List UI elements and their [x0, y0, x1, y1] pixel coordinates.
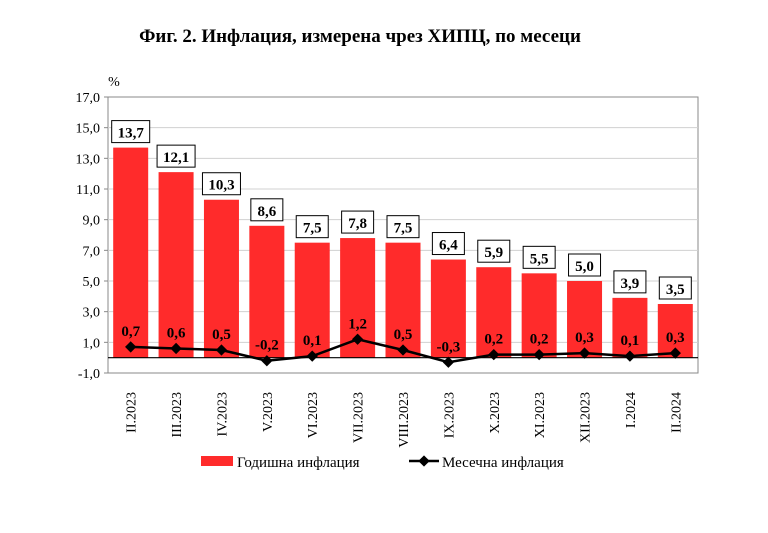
point-monthly — [624, 350, 636, 362]
bar-annual — [113, 147, 149, 358]
x-tick-label: X.2023 — [488, 392, 503, 434]
y-tick-label: 5,0 — [83, 275, 101, 290]
bar-label: 7,5 — [303, 221, 322, 237]
point-monthly — [261, 355, 273, 367]
bar-label-box — [477, 239, 511, 263]
x-tick-label: III.2023 — [170, 392, 185, 438]
point-label: 0,6 — [167, 325, 186, 341]
bar-annual — [521, 273, 557, 358]
x-tick-label: II.2023 — [125, 392, 140, 433]
point-monthly — [215, 344, 228, 356]
y-tick-label: 9,0 — [83, 214, 101, 229]
bar-annual — [294, 242, 330, 358]
bar-label-box — [568, 253, 602, 277]
point-label: 0,2 — [530, 332, 549, 348]
point-label: 0,5 — [394, 327, 413, 343]
point-label: 0,1 — [621, 333, 640, 349]
bar-label-box — [341, 210, 375, 234]
point-monthly — [351, 333, 364, 345]
point-label: 0,5 — [212, 327, 231, 343]
y-tick-label: 13,0 — [76, 152, 101, 167]
bar-label-box — [658, 276, 692, 300]
bar-label: 7,5 — [394, 221, 413, 237]
point-monthly — [533, 348, 545, 361]
x-tick-label: XI.2023 — [533, 392, 548, 438]
y-tick-label: 1,0 — [83, 336, 101, 351]
point-monthly — [306, 350, 318, 362]
y-tick-label: 11,0 — [76, 183, 100, 198]
bar-label: 8,6 — [257, 204, 276, 220]
y-axis-unit: % — [108, 75, 120, 90]
bar-annual — [385, 242, 421, 358]
x-tick-label: I.2024 — [624, 392, 639, 428]
x-tick-label: VII.2023 — [352, 392, 367, 443]
bar-label: 3,9 — [621, 276, 640, 292]
bar-annual — [612, 297, 648, 358]
bar-label-box — [431, 232, 465, 256]
x-tick-label: XII.2023 — [579, 392, 594, 443]
y-tick-label: 3,0 — [83, 306, 101, 321]
point-label: 1,2 — [348, 316, 367, 332]
bar-label: 5,0 — [575, 259, 594, 275]
bar-label: 6,4 — [439, 238, 458, 254]
bar-annual — [203, 199, 239, 358]
point-monthly — [488, 348, 500, 361]
bar-label-box — [250, 198, 284, 222]
x-tick-label: V.2023 — [261, 392, 276, 432]
bar-annual — [476, 267, 512, 358]
chart-title: Фиг. 2. Инфлация, измерена чрез ХИПЦ, по… — [139, 26, 581, 47]
point-label: 0,2 — [484, 332, 503, 348]
x-tick-label: IX.2023 — [442, 392, 457, 438]
legend-label-monthly: Месечна инфлация — [442, 455, 564, 471]
legend-label-annual: Годишна инфлация — [237, 455, 360, 471]
point-monthly — [170, 342, 182, 355]
bar-annual — [430, 259, 466, 358]
x-tick-label: VIII.2023 — [397, 392, 412, 448]
point-monthly — [669, 347, 681, 359]
bar-label-box — [522, 245, 556, 269]
legend-marker-monthly — [418, 455, 430, 467]
legend: Годишна инфлация Месечна инфлация — [201, 455, 564, 471]
point-label: -0,3 — [437, 339, 461, 355]
y-tick-label: 15,0 — [76, 122, 101, 137]
point-label: 0,7 — [121, 324, 140, 340]
bar-label: 12,1 — [163, 150, 189, 166]
bar-label-box — [386, 215, 420, 239]
point-label: 0,1 — [303, 333, 322, 349]
bar-label: 7,8 — [348, 216, 367, 232]
x-tick-label: VI.2023 — [306, 392, 321, 438]
bar-label: 13,7 — [118, 126, 145, 142]
y-tick-label: 17,0 — [76, 91, 101, 106]
bar-label-box — [156, 144, 196, 168]
bar-label: 10,3 — [208, 178, 234, 194]
point-label: 0,3 — [666, 330, 685, 346]
bar-label: 5,5 — [530, 251, 549, 267]
x-tick-label: II.2024 — [669, 392, 684, 433]
point-monthly — [578, 347, 591, 359]
y-tick-label: 7,0 — [83, 244, 101, 259]
bar-label-box — [111, 120, 151, 144]
bar-label-box — [201, 172, 241, 196]
bar-annual — [249, 225, 285, 358]
y-tick-label: -1,0 — [78, 367, 100, 382]
point-monthly — [442, 356, 455, 368]
bar-annual — [158, 172, 194, 358]
point-label: 0,3 — [575, 330, 594, 346]
point-label: -0,2 — [255, 338, 279, 354]
legend-swatch-annual — [201, 456, 233, 466]
bar-label: 5,9 — [484, 245, 503, 261]
point-monthly — [397, 344, 409, 356]
bar-label-box — [295, 215, 329, 239]
bar-label: 3,5 — [666, 282, 685, 298]
x-tick-label: IV.2023 — [215, 392, 230, 436]
bar-annual — [567, 281, 603, 358]
bar-label-box — [613, 270, 647, 294]
